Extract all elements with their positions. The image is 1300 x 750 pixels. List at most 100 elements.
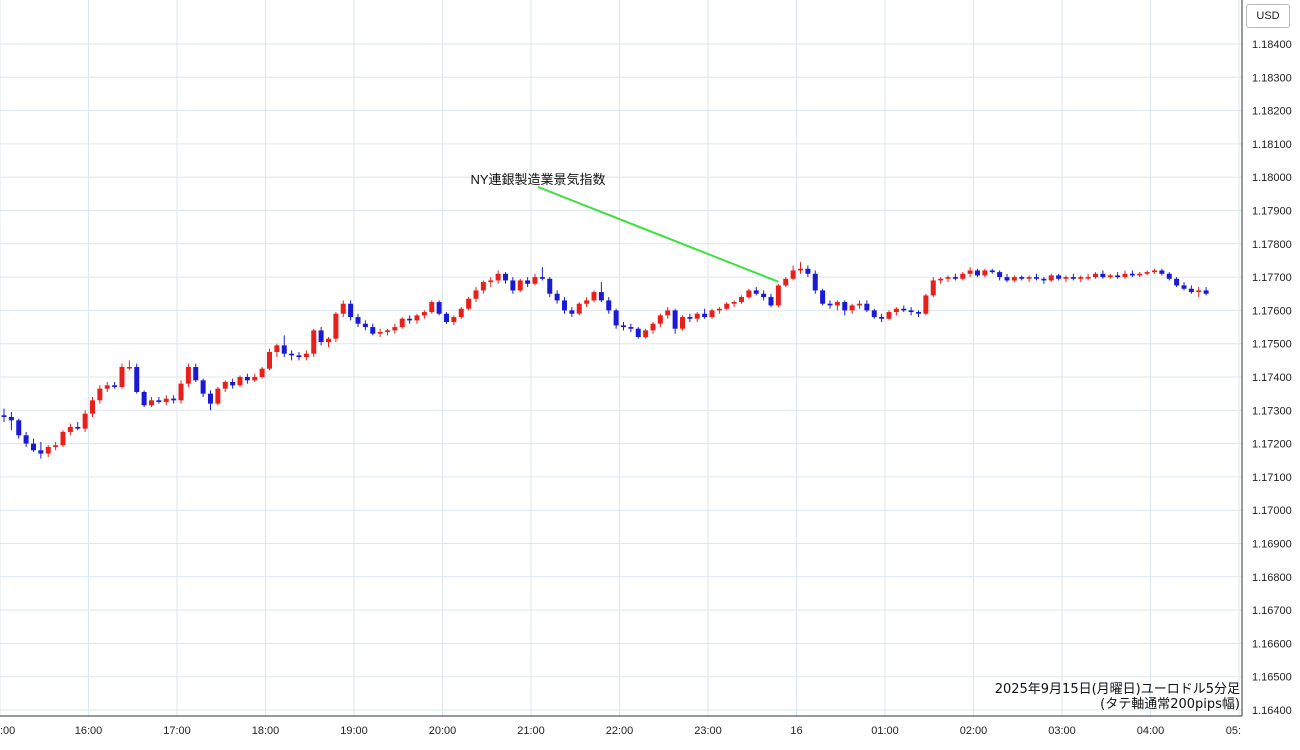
- candle-up: [399, 317, 405, 329]
- candle-body: [591, 292, 597, 301]
- candle-body: [296, 355, 302, 358]
- candle-up: [222, 380, 228, 392]
- candle-body: [702, 313, 708, 318]
- candle-body: [805, 268, 811, 274]
- candle-body: [38, 450, 44, 454]
- candle-body: [635, 328, 641, 338]
- candle-body: [975, 270, 980, 276]
- candle-body: [790, 270, 796, 279]
- candle-up: [1196, 287, 1202, 298]
- candle-down: [598, 282, 604, 303]
- candle-up: [326, 337, 331, 348]
- candle-body: [458, 308, 464, 318]
- candle-down: [23, 431, 29, 447]
- currency-label[interactable]: USD: [1246, 4, 1290, 28]
- candle-body: [952, 277, 958, 279]
- candle-body: [45, 446, 51, 454]
- candle-body: [97, 388, 103, 401]
- candle-body: [503, 273, 508, 281]
- annotation: NY連銀製造業景気指数: [470, 172, 779, 283]
- y-tick-label: 1.17600: [1252, 305, 1292, 317]
- candles: [1, 262, 1209, 459]
- candle-up: [731, 300, 737, 308]
- chart-caption-subtitle: (タテ軸通常200pips幅): [1100, 697, 1240, 712]
- candle-down: [539, 267, 545, 281]
- candle-up: [377, 328, 383, 338]
- candle-down: [1070, 273, 1076, 281]
- candle-up: [790, 265, 796, 281]
- candle-up: [267, 348, 272, 371]
- candle-body: [377, 332, 383, 334]
- candle-body: [67, 426, 73, 432]
- candle-down: [842, 300, 848, 316]
- candle-body: [237, 377, 243, 386]
- candle-down: [208, 390, 213, 411]
- candle-body: [517, 280, 523, 291]
- candle-down: [1188, 285, 1194, 294]
- candle-body: [1004, 277, 1010, 281]
- candle-down: [606, 297, 612, 314]
- candle-down: [916, 310, 921, 318]
- candle-body: [798, 268, 803, 271]
- candle-up: [938, 277, 944, 284]
- candle-down: [1203, 287, 1209, 296]
- x-tick-label: 16:00: [75, 725, 103, 737]
- candle-up: [532, 273, 538, 286]
- candle-up: [643, 328, 649, 339]
- candle-up: [650, 322, 656, 334]
- candle-down: [200, 378, 206, 397]
- x-tick-label: 16: [790, 725, 802, 737]
- candle-body: [989, 270, 995, 273]
- y-tick-label: 1.17200: [1252, 439, 1292, 451]
- candle-up: [967, 267, 973, 278]
- candle-body: [1129, 273, 1135, 276]
- candle-body: [1063, 277, 1069, 279]
- candle-up: [930, 277, 936, 298]
- candle-up: [488, 277, 494, 288]
- candle-body: [775, 285, 781, 306]
- candle-body: [768, 297, 774, 306]
- candle-up: [333, 312, 339, 343]
- candle-down: [1181, 282, 1187, 291]
- candle-body: [303, 353, 309, 358]
- candle-body: [75, 426, 81, 429]
- candle-body: [1166, 273, 1172, 279]
- candle-body: [326, 338, 331, 343]
- candle-body: [510, 280, 516, 291]
- candle-body: [222, 381, 228, 389]
- candle-up: [185, 363, 191, 387]
- candle-body: [1093, 273, 1098, 278]
- candle-up: [576, 302, 582, 316]
- candle-up: [1063, 275, 1069, 283]
- candle-body: [938, 278, 944, 281]
- candle-down: [1166, 272, 1172, 281]
- candle-up: [1085, 273, 1091, 281]
- candle-body: [864, 303, 870, 311]
- candle-body: [414, 315, 420, 321]
- candle-body: [1034, 277, 1039, 279]
- candle-body: [333, 313, 339, 339]
- y-tick-label: 1.17000: [1252, 505, 1292, 517]
- candle-down: [879, 313, 885, 323]
- candle-up: [274, 343, 280, 358]
- candle-up: [1122, 270, 1128, 279]
- candle-body: [613, 310, 619, 326]
- candle-up: [126, 360, 132, 371]
- candle-up: [834, 300, 840, 311]
- candle-up: [982, 268, 988, 278]
- candle-body: [259, 368, 265, 377]
- candle-body: [495, 273, 501, 281]
- candle-down: [510, 277, 516, 294]
- candle-body: [1, 415, 7, 417]
- candle-up: [392, 323, 398, 334]
- candle-up: [665, 307, 671, 319]
- candle-down: [407, 315, 413, 324]
- candle-body: [1152, 270, 1157, 273]
- candle-up: [215, 386, 221, 406]
- candle-down: [348, 300, 354, 321]
- candle-body: [680, 317, 685, 329]
- candle-body: [53, 445, 59, 447]
- candle-down: [230, 378, 236, 389]
- candle-body: [584, 300, 590, 304]
